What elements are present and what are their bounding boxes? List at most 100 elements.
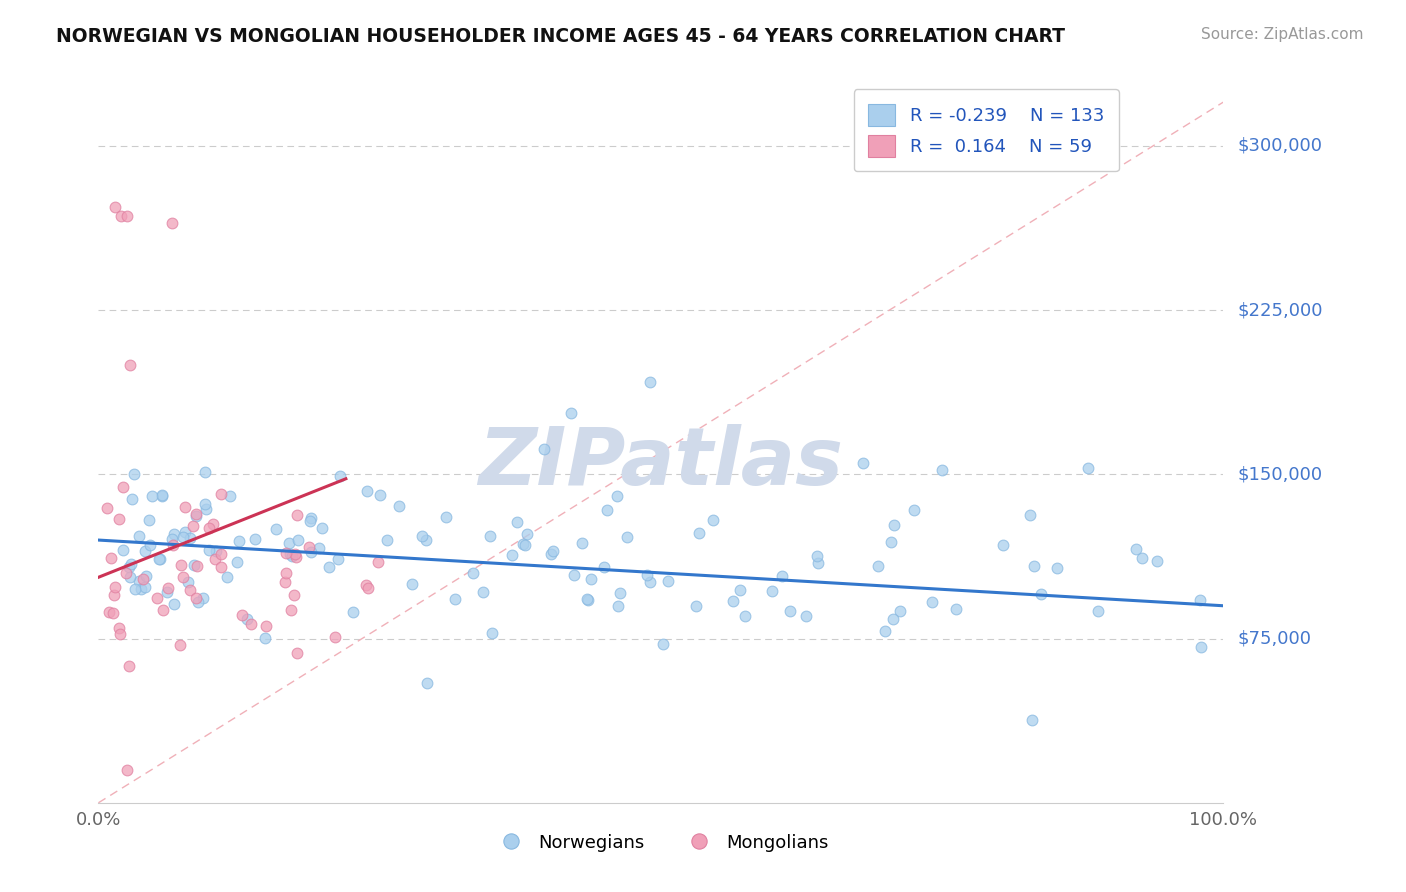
Point bbox=[882, 612, 904, 626]
Text: ZIPatlas: ZIPatlas bbox=[478, 425, 844, 502]
Point bbox=[181, 519, 204, 533]
Point bbox=[254, 618, 277, 632]
Point bbox=[150, 489, 173, 503]
Point bbox=[283, 588, 305, 602]
Text: $150,000: $150,000 bbox=[1237, 466, 1322, 483]
Point bbox=[160, 216, 183, 230]
Point bbox=[806, 549, 828, 564]
Point bbox=[134, 580, 156, 594]
Point bbox=[411, 529, 433, 543]
Text: Source: ZipAtlas.com: Source: ZipAtlas.com bbox=[1201, 27, 1364, 42]
Point bbox=[194, 465, 217, 479]
Point bbox=[299, 514, 322, 528]
Point bbox=[596, 503, 619, 517]
Point bbox=[593, 560, 616, 574]
Point bbox=[636, 568, 658, 582]
Point bbox=[197, 543, 219, 558]
Point bbox=[186, 591, 208, 606]
Point bbox=[274, 575, 297, 590]
Point bbox=[183, 558, 205, 572]
Point bbox=[169, 638, 191, 652]
Point bbox=[356, 484, 378, 499]
Point bbox=[174, 524, 197, 539]
Point bbox=[702, 513, 724, 527]
Point bbox=[287, 646, 309, 660]
Point bbox=[1188, 593, 1211, 607]
Point bbox=[506, 515, 529, 529]
Point bbox=[1077, 460, 1099, 475]
Point bbox=[478, 529, 501, 543]
Legend: Norwegians, Mongolians: Norwegians, Mongolians bbox=[486, 826, 835, 859]
Point bbox=[193, 591, 215, 605]
Point bbox=[415, 533, 437, 548]
Point bbox=[889, 604, 911, 618]
Point bbox=[540, 547, 562, 561]
Point bbox=[103, 588, 125, 602]
Point bbox=[1087, 604, 1109, 618]
Point bbox=[1019, 508, 1042, 523]
Point bbox=[1130, 550, 1153, 565]
Point bbox=[401, 576, 423, 591]
Point bbox=[228, 534, 250, 549]
Point bbox=[280, 603, 302, 617]
Point bbox=[111, 543, 134, 558]
Point bbox=[516, 526, 538, 541]
Point bbox=[533, 442, 555, 457]
Point bbox=[152, 603, 174, 617]
Point bbox=[443, 591, 465, 606]
Point bbox=[107, 621, 129, 635]
Point bbox=[770, 569, 793, 583]
Point bbox=[323, 631, 346, 645]
Point bbox=[135, 568, 157, 582]
Point bbox=[299, 511, 322, 525]
Point bbox=[160, 532, 183, 546]
Point bbox=[991, 538, 1014, 552]
Point bbox=[284, 549, 307, 564]
Point bbox=[280, 549, 302, 563]
Point bbox=[880, 535, 903, 549]
Point bbox=[245, 533, 267, 547]
Point bbox=[96, 500, 118, 515]
Point bbox=[194, 502, 217, 516]
Point bbox=[463, 566, 485, 580]
Point bbox=[209, 560, 232, 574]
Point bbox=[231, 607, 253, 622]
Point bbox=[921, 595, 943, 609]
Point bbox=[184, 508, 207, 523]
Point bbox=[150, 488, 173, 502]
Point bbox=[616, 530, 638, 544]
Point bbox=[1125, 542, 1147, 557]
Point bbox=[131, 572, 153, 586]
Point bbox=[118, 358, 141, 372]
Point bbox=[875, 624, 897, 639]
Point bbox=[1029, 587, 1052, 601]
Point bbox=[1021, 713, 1043, 727]
Text: $300,000: $300,000 bbox=[1237, 137, 1322, 155]
Point bbox=[110, 209, 132, 223]
Point bbox=[388, 499, 411, 513]
Point bbox=[328, 552, 350, 566]
Point bbox=[1022, 559, 1045, 574]
Point bbox=[201, 516, 224, 531]
Point bbox=[652, 637, 675, 651]
Point bbox=[176, 575, 198, 590]
Point bbox=[779, 604, 801, 618]
Point bbox=[728, 582, 751, 597]
Text: $75,000: $75,000 bbox=[1237, 630, 1312, 648]
Point bbox=[541, 544, 564, 558]
Point bbox=[903, 503, 925, 517]
Point bbox=[236, 612, 259, 626]
Point bbox=[124, 467, 146, 482]
Point bbox=[609, 585, 631, 599]
Point bbox=[513, 538, 536, 552]
Point bbox=[685, 599, 707, 614]
Point bbox=[481, 625, 503, 640]
Point bbox=[342, 605, 364, 619]
Point bbox=[278, 547, 301, 561]
Point bbox=[156, 585, 179, 599]
Point bbox=[134, 544, 156, 558]
Point bbox=[118, 658, 141, 673]
Point bbox=[278, 535, 301, 549]
Point bbox=[375, 533, 398, 548]
Point bbox=[285, 508, 308, 522]
